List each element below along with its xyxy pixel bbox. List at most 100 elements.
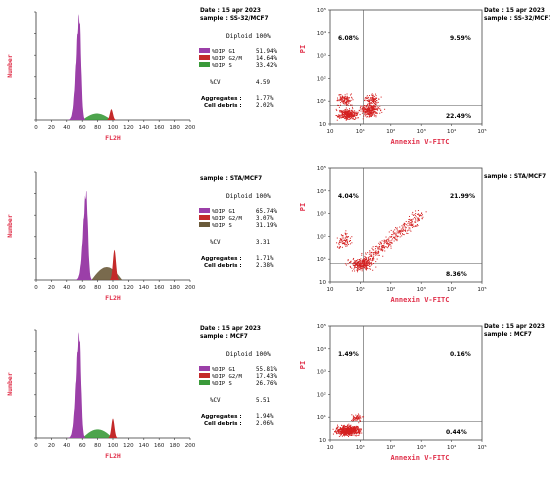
data-point — [349, 265, 351, 267]
data-point — [404, 223, 406, 225]
data-point — [344, 94, 346, 96]
data-point — [370, 112, 372, 114]
data-point — [365, 260, 367, 262]
data-point — [352, 111, 354, 113]
data-point — [346, 426, 348, 428]
data-point — [342, 428, 344, 430]
data-point — [361, 267, 363, 269]
data-point — [376, 246, 378, 248]
data-point — [346, 434, 348, 436]
data-point — [363, 260, 365, 262]
data-point — [332, 428, 334, 430]
data-point — [344, 112, 346, 114]
data-point — [350, 434, 352, 436]
data-point — [356, 427, 358, 429]
data-point — [364, 111, 366, 113]
data-point — [355, 427, 357, 429]
data-point — [347, 100, 349, 102]
data-point — [338, 94, 340, 96]
data-point — [344, 425, 346, 427]
x-tick-label: 20 — [48, 125, 55, 131]
data-point — [360, 428, 362, 430]
data-point — [357, 429, 359, 431]
data-point — [392, 231, 394, 233]
y-tick-label: 10² — [317, 391, 326, 398]
x-tick-label: 0 — [34, 125, 38, 131]
data-point — [347, 100, 349, 102]
x-tick-label: 10³ — [417, 128, 426, 135]
data-point — [377, 106, 379, 108]
data-point — [394, 236, 396, 238]
data-point — [342, 426, 344, 428]
data-point — [350, 432, 352, 434]
data-point — [352, 418, 354, 420]
data-point — [371, 255, 373, 257]
data-point — [350, 430, 352, 432]
data-point — [404, 228, 406, 230]
data-point — [346, 93, 348, 95]
data-point — [373, 249, 375, 251]
data-point — [347, 118, 349, 120]
data-point — [352, 430, 354, 432]
data-point — [359, 264, 361, 266]
data-point — [365, 105, 367, 107]
data-point — [346, 112, 348, 114]
data-point — [352, 432, 354, 434]
data-point — [373, 255, 375, 257]
data-point — [365, 108, 367, 110]
data-point — [374, 110, 376, 112]
data-point — [368, 258, 370, 260]
data-point — [341, 431, 343, 433]
data-point — [399, 232, 401, 234]
data-point — [341, 115, 343, 117]
data-point — [415, 219, 417, 221]
data-point — [338, 100, 340, 102]
data-point — [381, 240, 383, 242]
data-point — [352, 116, 354, 118]
data-point — [353, 434, 355, 436]
data-point — [401, 233, 403, 235]
data-point — [350, 431, 352, 433]
data-point — [350, 426, 352, 428]
g2m-peak-area — [108, 418, 118, 438]
data-point — [364, 109, 366, 111]
data-point — [373, 114, 375, 116]
data-point — [346, 98, 348, 100]
data-point — [363, 108, 365, 110]
data-point — [365, 111, 367, 113]
data-point — [375, 116, 377, 118]
data-point — [342, 102, 344, 104]
data-point — [343, 433, 345, 435]
data-point — [355, 426, 357, 428]
data-point — [350, 261, 352, 263]
data-point — [351, 111, 353, 113]
data-point — [341, 246, 343, 248]
data-point — [344, 109, 346, 111]
data-point — [365, 266, 367, 268]
data-point — [349, 110, 351, 112]
data-point — [351, 428, 353, 430]
data-point — [364, 262, 366, 264]
data-point — [355, 113, 357, 115]
data-point — [349, 427, 351, 429]
data-point — [367, 111, 369, 113]
data-point — [367, 259, 369, 261]
data-point — [400, 228, 402, 230]
data-point — [347, 97, 349, 99]
data-point — [339, 238, 341, 240]
data-point — [349, 237, 351, 239]
data-point — [351, 242, 353, 244]
data-point — [377, 251, 379, 253]
data-point — [370, 106, 372, 108]
data-point — [364, 265, 366, 267]
legend-value: 17.43% — [256, 374, 277, 380]
data-point — [371, 99, 373, 101]
scatter-points — [336, 210, 427, 273]
data-point — [411, 220, 413, 222]
data-point — [369, 111, 371, 113]
data-point — [399, 231, 401, 233]
data-point — [348, 115, 350, 117]
x-tick-label: 160 — [154, 125, 165, 131]
